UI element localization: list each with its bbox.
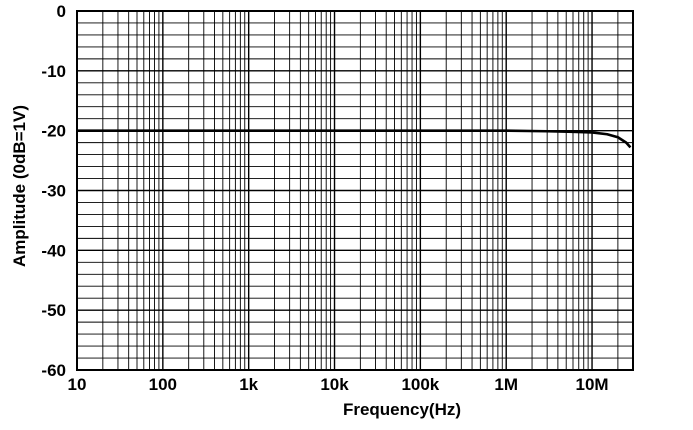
- x-tick-labels: 10 100 1k 10k 100k 1M 10M: [68, 375, 609, 394]
- y-tick-label: -30: [41, 182, 66, 201]
- x-tick-label: 1M: [494, 375, 518, 394]
- data-layer: [77, 129, 632, 149]
- y-tick-label: -10: [41, 62, 66, 81]
- plot-frame: [76, 10, 634, 371]
- x-axis-label: Frequency(Hz): [343, 400, 461, 419]
- y-tick-label: 0: [57, 2, 66, 21]
- x-tick-label: 100: [149, 375, 177, 394]
- x-tick-label: 10M: [576, 375, 609, 394]
- y-tick-label: -20: [41, 122, 66, 141]
- x-tick-label: 1k: [239, 375, 258, 394]
- x-tick-label: 10k: [320, 375, 349, 394]
- y-tick-label: -60: [41, 361, 66, 380]
- y-tick-labels: 0 -10 -20 -30 -40 -50 -60: [41, 2, 66, 380]
- y-tick-label: -50: [41, 301, 66, 320]
- x-tick-label: 100k: [401, 375, 439, 394]
- y-axis-label: Amplitude (0dB=1V): [10, 105, 29, 267]
- series-line: [77, 129, 632, 149]
- y-tick-label: -40: [41, 241, 66, 260]
- grid: [76, 10, 634, 371]
- x-tick-label: 10: [68, 375, 87, 394]
